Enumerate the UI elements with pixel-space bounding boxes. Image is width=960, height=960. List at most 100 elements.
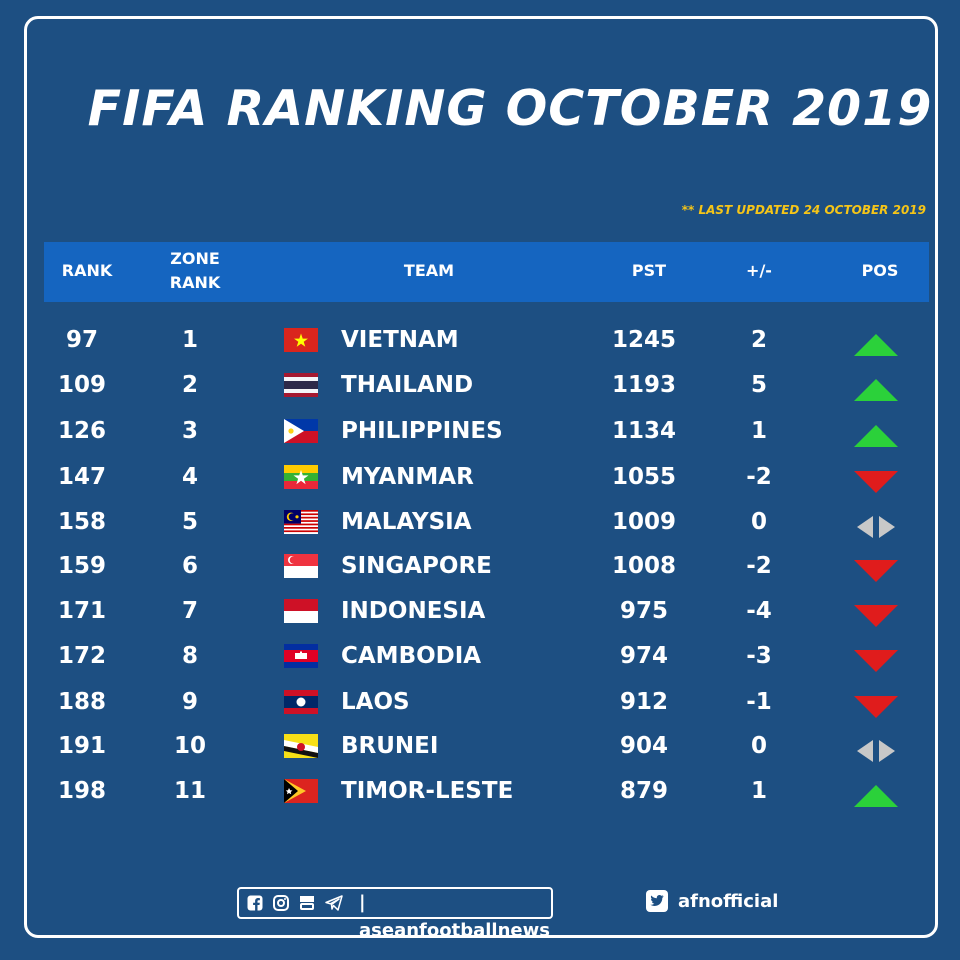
zone-rank-cell: 11: [173, 778, 206, 804]
trend-down-icon: [852, 465, 900, 493]
zone-rank-cell: 3: [181, 418, 198, 444]
points-cell: 1009: [611, 509, 676, 535]
zone-rank-cell: 8: [181, 643, 198, 669]
points-cell: 904: [619, 733, 668, 759]
indonesia-flag-icon: [284, 599, 318, 623]
header-diff: +/-: [746, 261, 772, 280]
table-row: 109 2 THAILAND 1193 5: [44, 363, 929, 407]
social-handle[interactable]: | aseanfootballnews: [359, 892, 550, 941]
header-pos: POS: [861, 261, 899, 280]
trend-up-icon: [852, 419, 900, 447]
rank-cell: 159: [57, 553, 106, 579]
philippines-flag-icon: [284, 419, 318, 443]
team-name-cell: VIETNAM: [341, 327, 459, 353]
table-row: 159 6 SINGAPORE 1008 -2: [44, 544, 929, 588]
table-row: 191 10 BRUNEI 904 0: [44, 724, 929, 768]
rank-change-cell: 2: [750, 327, 767, 353]
table-row: 126 3 PHILIPPINES 1134 1: [44, 409, 929, 453]
rank-change-cell: 5: [750, 372, 767, 398]
rank-cell: 171: [57, 598, 106, 624]
table-row: 171 7 INDONESIA 975 -4: [44, 589, 929, 633]
table-header: RANK ZONE RANK TEAM PST +/- POS: [44, 242, 929, 302]
table-row: 97 1 VIETNAM 1245 2: [44, 318, 929, 362]
page-title: FIFA RANKING OCTOBER 2019: [87, 80, 933, 137]
rank-cell: 97: [65, 327, 98, 353]
trend-up-icon: [852, 373, 900, 401]
team-name-cell: INDONESIA: [341, 598, 486, 624]
table-row: 158 5 MALAYSIA 1009 0: [44, 500, 929, 544]
rank-cell: 198: [57, 778, 106, 804]
vietnam-flag-icon: [284, 328, 318, 352]
table-row: 188 9 LAOS 912 -1: [44, 680, 929, 724]
team-name-cell: SINGAPORE: [341, 553, 492, 579]
rank-cell: 109: [57, 372, 106, 398]
rank-cell: 172: [57, 643, 106, 669]
points-cell: 1193: [611, 372, 676, 398]
team-name-cell: MYANMAR: [341, 464, 474, 490]
points-cell: 1055: [611, 464, 676, 490]
singapore-flag-icon: [284, 554, 318, 578]
facebook-icon[interactable]: [247, 895, 263, 911]
rank-cell: 158: [57, 509, 106, 535]
header-zone-rank-line1: ZONE: [170, 249, 220, 268]
cambodia-flag-icon: [284, 644, 318, 668]
rank-change-cell: -3: [746, 643, 772, 669]
points-cell: 912: [619, 689, 668, 715]
points-cell: 1245: [611, 327, 676, 353]
header-pts: PST: [631, 261, 667, 280]
header-rank: RANK: [61, 261, 113, 280]
zone-rank-cell: 7: [181, 598, 198, 624]
rank-cell: 191: [57, 733, 106, 759]
laos-flag-icon: [284, 690, 318, 714]
twitter-handle: afnofficial: [678, 891, 779, 912]
team-name-cell: TIMOR-LESTE: [341, 778, 514, 804]
rank-change-cell: 0: [750, 733, 767, 759]
points-cell: 975: [619, 598, 668, 624]
trend-down-icon: [852, 644, 900, 672]
rank-change-cell: -2: [746, 464, 772, 490]
trend-up-icon: [852, 779, 900, 807]
team-name-cell: MALAYSIA: [341, 509, 472, 535]
team-name-cell: CAMBODIA: [341, 643, 482, 669]
trend-same-icon: [852, 510, 900, 538]
points-cell: 1134: [611, 418, 676, 444]
rank-change-cell: -2: [746, 553, 772, 579]
telegram-icon[interactable]: [325, 895, 343, 911]
team-name-cell: LAOS: [341, 689, 410, 715]
rank-cell: 188: [57, 689, 106, 715]
header-zone-rank-line2: RANK: [169, 273, 221, 292]
table-row: 198 11 TIMOR-LESTE 879 1: [44, 769, 929, 813]
zone-rank-cell: 9: [181, 689, 198, 715]
trend-same-icon: [852, 734, 900, 762]
thailand-flag-icon: [284, 373, 318, 397]
trend-down-icon: [852, 599, 900, 627]
rank-change-cell: 1: [750, 778, 767, 804]
brunei-flag-icon: [284, 734, 318, 758]
myanmar-flag-icon: [284, 465, 318, 489]
zone-rank-cell: 10: [173, 733, 206, 759]
team-name-cell: BRUNEI: [341, 733, 439, 759]
rank-cell: 126: [57, 418, 106, 444]
twitter-icon: [646, 890, 668, 912]
team-name-cell: THAILAND: [341, 372, 474, 398]
points-cell: 879: [619, 778, 668, 804]
poster-frame: [24, 16, 938, 938]
zone-rank-cell: 5: [181, 509, 198, 535]
rank-change-cell: 0: [750, 509, 767, 535]
trend-down-icon: [852, 554, 900, 582]
rank-change-cell: -4: [746, 598, 772, 624]
trend-up-icon: [852, 328, 900, 356]
social-links-box: | aseanfootballnews: [237, 887, 553, 941]
instagram-icon[interactable]: [273, 895, 289, 911]
header-team: TEAM: [403, 261, 455, 280]
youtube-icon[interactable]: [299, 895, 315, 911]
trend-down-icon: [852, 690, 900, 718]
team-name-cell: PHILIPPINES: [341, 418, 503, 444]
zone-rank-cell: 2: [181, 372, 198, 398]
table-row: 147 4 MYANMAR 1055 -2: [44, 455, 929, 499]
last-updated-note: ** LAST UPDATED 24 OCTOBER 2019: [681, 203, 926, 217]
malaysia-flag-icon: [284, 510, 318, 534]
rank-change-cell: 1: [750, 418, 767, 444]
rank-change-cell: -1: [746, 689, 772, 715]
header-zone-rank: ZONE RANK: [150, 247, 240, 295]
